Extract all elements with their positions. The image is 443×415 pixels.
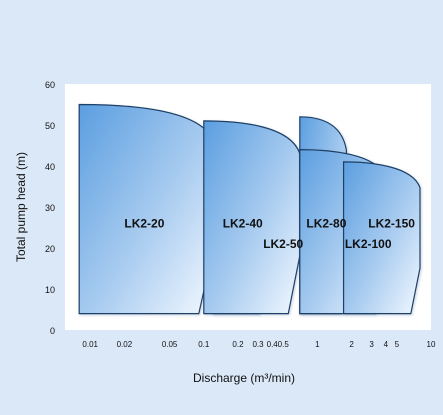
x-tick-label: 3 — [369, 340, 374, 349]
series-area — [342, 161, 421, 315]
x-tick-label: 1 — [315, 340, 320, 349]
x-tick-label: 0.01 — [82, 340, 98, 349]
x-tick-label: 0.02 — [117, 340, 133, 349]
y-tick-label: 30 — [45, 203, 55, 213]
x-tick-label: 0.4 — [267, 340, 279, 349]
series-label: LK2-40 — [223, 216, 263, 230]
series-area — [78, 103, 214, 315]
x-tick-label: 10 — [427, 340, 436, 349]
series-label: LK2-50 — [263, 237, 303, 251]
y-axis-label: Total pump head (m) — [14, 152, 28, 262]
y-tick-label: 20 — [45, 244, 55, 254]
x-tick-label: 5 — [395, 340, 400, 349]
x-tick-label: 0.05 — [162, 340, 178, 349]
series-label: LK2-100 — [345, 237, 392, 251]
y-tick-label: 60 — [45, 80, 55, 90]
x-tick-label: 0.2 — [232, 340, 244, 349]
y-tick-label: 40 — [45, 162, 55, 172]
x-tick-label: 0.3 — [252, 340, 264, 349]
y-axis-ticks: 0 10 20 30 40 50 60 — [45, 80, 55, 336]
x-axis-label: Discharge (m³/min) — [193, 371, 295, 385]
series-label: LK2-150 — [368, 216, 415, 230]
x-tick-label: 4 — [384, 340, 389, 349]
series-areas — [78, 103, 421, 315]
series-label: LK2-80 — [306, 216, 346, 230]
x-axis-ticks: 0.01 0.02 0.05 0.1 0.2 0.3 0.4 0.5 1 2 3 4 5 10 — [82, 340, 436, 349]
series-label: LK2-20 — [124, 216, 164, 230]
y-tick-label: 50 — [45, 121, 55, 131]
x-tick-label: 0.5 — [278, 340, 290, 349]
x-tick-label: 0.1 — [198, 340, 210, 349]
y-tick-label: 0 — [50, 326, 55, 336]
y-tick-label: 10 — [45, 285, 55, 295]
x-tick-label: 2 — [349, 340, 354, 349]
